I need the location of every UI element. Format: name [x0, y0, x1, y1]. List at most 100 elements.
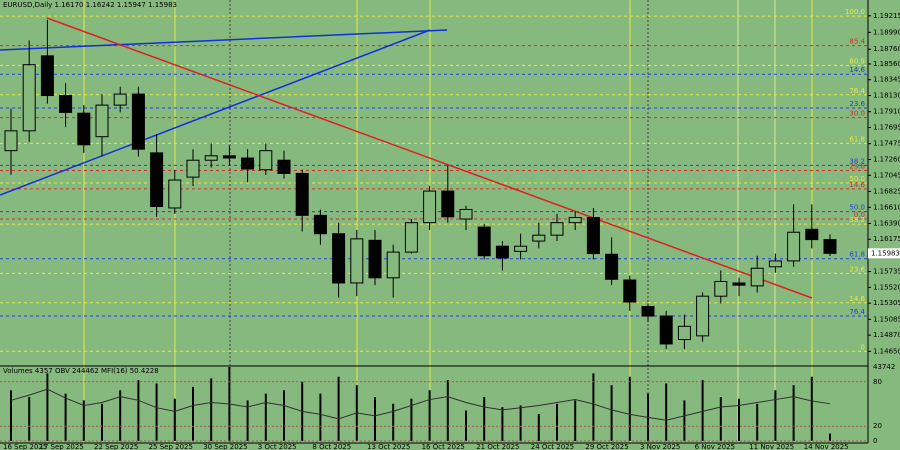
candle-body: [768, 260, 782, 268]
candle-body: [59, 95, 73, 113]
y-tick-label: 1.17260: [873, 155, 900, 163]
candle-body: [386, 251, 400, 279]
candle-body: [750, 267, 764, 287]
candle-body: [241, 157, 255, 170]
trend-line: [0, 29, 448, 51]
y-tick-label: 1.14650: [873, 347, 900, 355]
candle-body: [550, 222, 564, 236]
candle-body: [641, 305, 655, 317]
axis-labels: 1.19215 1.18990 1.18760 1.18560 1.18345 1.181…: [3, 12, 900, 450]
candle-body: [732, 282, 746, 286]
x-tick-label: 16 Sep 2025: [3, 443, 47, 450]
y-tick-label: 1.19215: [873, 12, 900, 20]
candle-body: [677, 325, 691, 341]
level-label: 14.6: [849, 181, 865, 189]
x-tick-label: 3 Nov 2025: [640, 443, 680, 450]
candle-body: [168, 179, 182, 209]
level-label: 38.2: [849, 157, 865, 165]
y-tick-label: 1.16610: [873, 203, 900, 211]
level-label: 0.0: [854, 211, 865, 219]
level-label: 76.4: [849, 308, 865, 316]
candle-body: [368, 239, 382, 279]
candle-body: [131, 93, 145, 150]
y-tick-label: 1.17475: [873, 140, 900, 148]
level-label: 30.0: [849, 110, 865, 118]
mfi-tick-label: 0: [873, 437, 877, 445]
level-label: 100.0: [845, 8, 865, 16]
mfi-tick-label: 20: [873, 422, 882, 430]
candle-body: [568, 217, 582, 224]
y-tick-label: 1.17695: [873, 124, 900, 132]
y-tick-label: 1.18345: [873, 76, 900, 84]
candle-body: [259, 150, 273, 171]
indicator-title: Volumes 4357 OBV 244462 MFI(16) 50.4228: [3, 367, 159, 375]
y-tick-label: 1.18990: [873, 28, 900, 36]
candle-body: [787, 231, 801, 262]
x-tick-label: 14 Nov 2025: [804, 443, 849, 450]
candle-body: [696, 295, 710, 337]
x-tick-label: 17 Sep 2025: [39, 443, 83, 450]
level-label: 85.4: [849, 38, 865, 46]
candle-body: [586, 217, 600, 255]
y-tick-label: 1.17910: [873, 108, 900, 116]
trend-line: [0, 29, 431, 196]
candle-body: [441, 190, 455, 218]
x-tick-label: 30 Sep 2025: [203, 443, 247, 450]
mfi-tick-label: 80: [873, 378, 882, 386]
candle-body: [823, 239, 837, 254]
candle-body: [477, 226, 491, 257]
candle-body: [659, 315, 673, 345]
level-label: 80.9: [849, 57, 865, 65]
candle-body: [277, 159, 291, 174]
candle-body: [404, 222, 418, 253]
candle-body: [95, 104, 109, 138]
candle-body: [514, 245, 528, 252]
y-tick-label: 1.18130: [873, 92, 900, 100]
candle-body: [113, 93, 127, 106]
y-tick-label: 1.16390: [873, 219, 900, 227]
volume-tick-label: 43742: [873, 363, 895, 371]
mfi-line: [10, 388, 831, 421]
level-label: 61.8: [849, 251, 865, 259]
x-tick-label: 8 Oct 2025: [312, 443, 351, 450]
y-tick-label: 1.15735: [873, 268, 900, 276]
candle-body: [459, 208, 473, 220]
candle-body: [222, 155, 236, 159]
candle-body: [40, 55, 54, 97]
level-label: 61.8: [849, 135, 865, 143]
candle-body: [532, 234, 546, 242]
chart-title: EURUSD,Daily 1.16170 1.16242 1.15947 1.1…: [3, 1, 177, 9]
x-tick-label: 13 Oct 2025: [367, 443, 410, 450]
x-tick-label: 6 Nov 2025: [695, 443, 735, 450]
candle-body: [295, 172, 309, 216]
candle-body: [805, 228, 819, 241]
candle-body: [423, 190, 437, 224]
fib-levels: 100.085.480.914.676.423.630.061.838.223.…: [0, 8, 868, 352]
candle-body: [77, 112, 91, 146]
x-tick-label: 11 Nov 2025: [749, 443, 794, 450]
y-tick-label: 1.15305: [873, 299, 900, 307]
candle-body: [186, 159, 200, 178]
candles: [4, 19, 837, 350]
level-label: 38.2: [849, 216, 865, 224]
level-label: 14.6: [849, 295, 865, 303]
candle-body: [605, 253, 619, 280]
level-label: 76.4: [849, 87, 865, 95]
x-tick-label: 21 Oct 2025: [476, 443, 519, 450]
x-tick-label: 25 Sep 2025: [149, 443, 193, 450]
level-label: 50.0: [849, 175, 865, 183]
level-label: 50.0: [849, 204, 865, 212]
y-tick-label: 1.17045: [873, 171, 900, 179]
y-tick-label: 1.16825: [873, 187, 900, 195]
candle-body: [623, 279, 637, 303]
candle-body: [313, 214, 327, 235]
y-tick-label: 1.14870: [873, 331, 900, 339]
candle-body: [204, 155, 218, 161]
x-tick-label: 3 Oct 2025: [258, 443, 297, 450]
y-tick-label: 1.18560: [873, 60, 900, 68]
level-label: 23.6: [849, 100, 865, 108]
candle-body: [4, 130, 18, 152]
